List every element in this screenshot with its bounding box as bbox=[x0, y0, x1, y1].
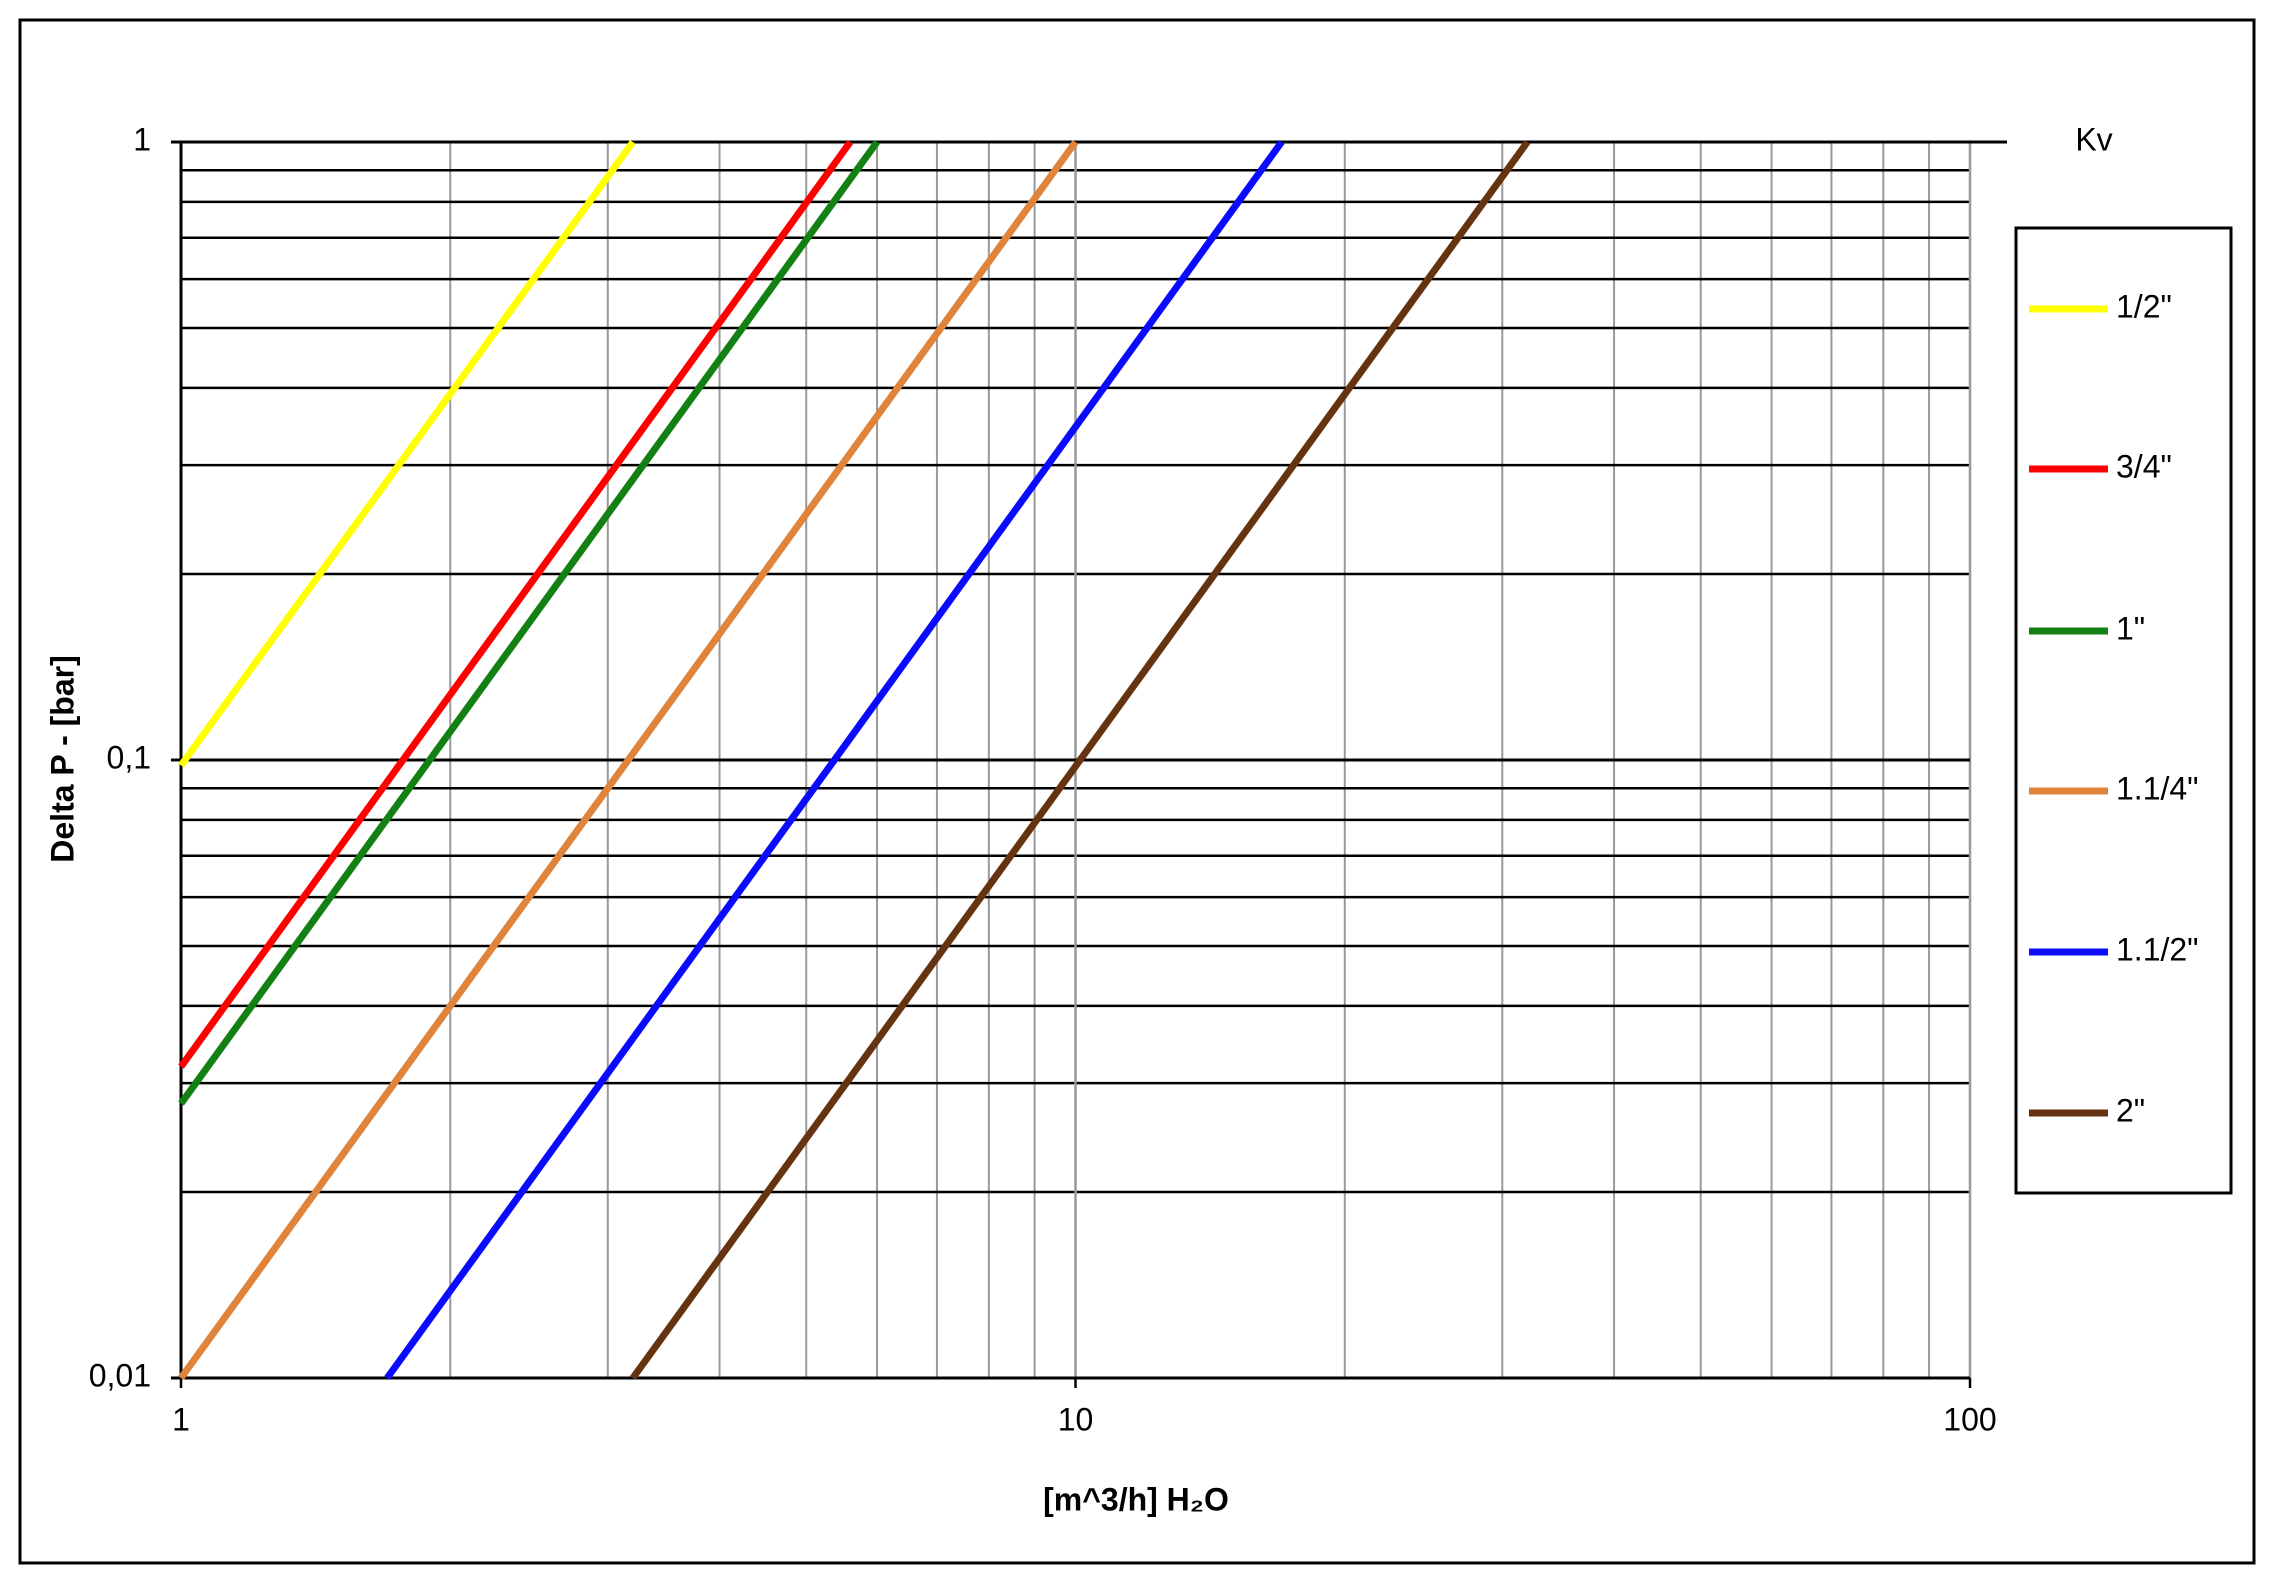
legend-label: 1.1/2" bbox=[2116, 931, 2199, 967]
y-tick-label: 0,01 bbox=[89, 1357, 151, 1393]
legend-label: 3/4" bbox=[2116, 448, 2172, 484]
chart-border bbox=[18, 18, 2256, 1565]
x-tick-label: 10 bbox=[1058, 1401, 1094, 1437]
series-line bbox=[178, 139, 854, 1069]
legend-label: 1/2" bbox=[2116, 288, 2172, 324]
legend-label: 1.1/4" bbox=[2116, 770, 2199, 806]
y-tick-label: 1 bbox=[133, 121, 151, 157]
legend-label: 1" bbox=[2116, 610, 2145, 646]
x-tick-label: 100 bbox=[1943, 1401, 1996, 1437]
legend-title: Kv bbox=[2075, 121, 2112, 157]
y-tick-label: 0,1 bbox=[107, 739, 151, 775]
series-line bbox=[630, 139, 1531, 1381]
legend-box bbox=[2014, 226, 2233, 1195]
series-line bbox=[178, 139, 880, 1106]
x-tick-label: 1 bbox=[172, 1401, 190, 1437]
x-axis-label: [m^3/h] H₂O bbox=[1043, 1481, 1229, 1517]
legend-label: 2" bbox=[2116, 1092, 2145, 1128]
series-line bbox=[384, 139, 1285, 1381]
y-axis-label: Delta P - [bar] bbox=[44, 655, 80, 862]
series-line bbox=[178, 139, 636, 768]
series-line bbox=[178, 139, 1079, 1381]
